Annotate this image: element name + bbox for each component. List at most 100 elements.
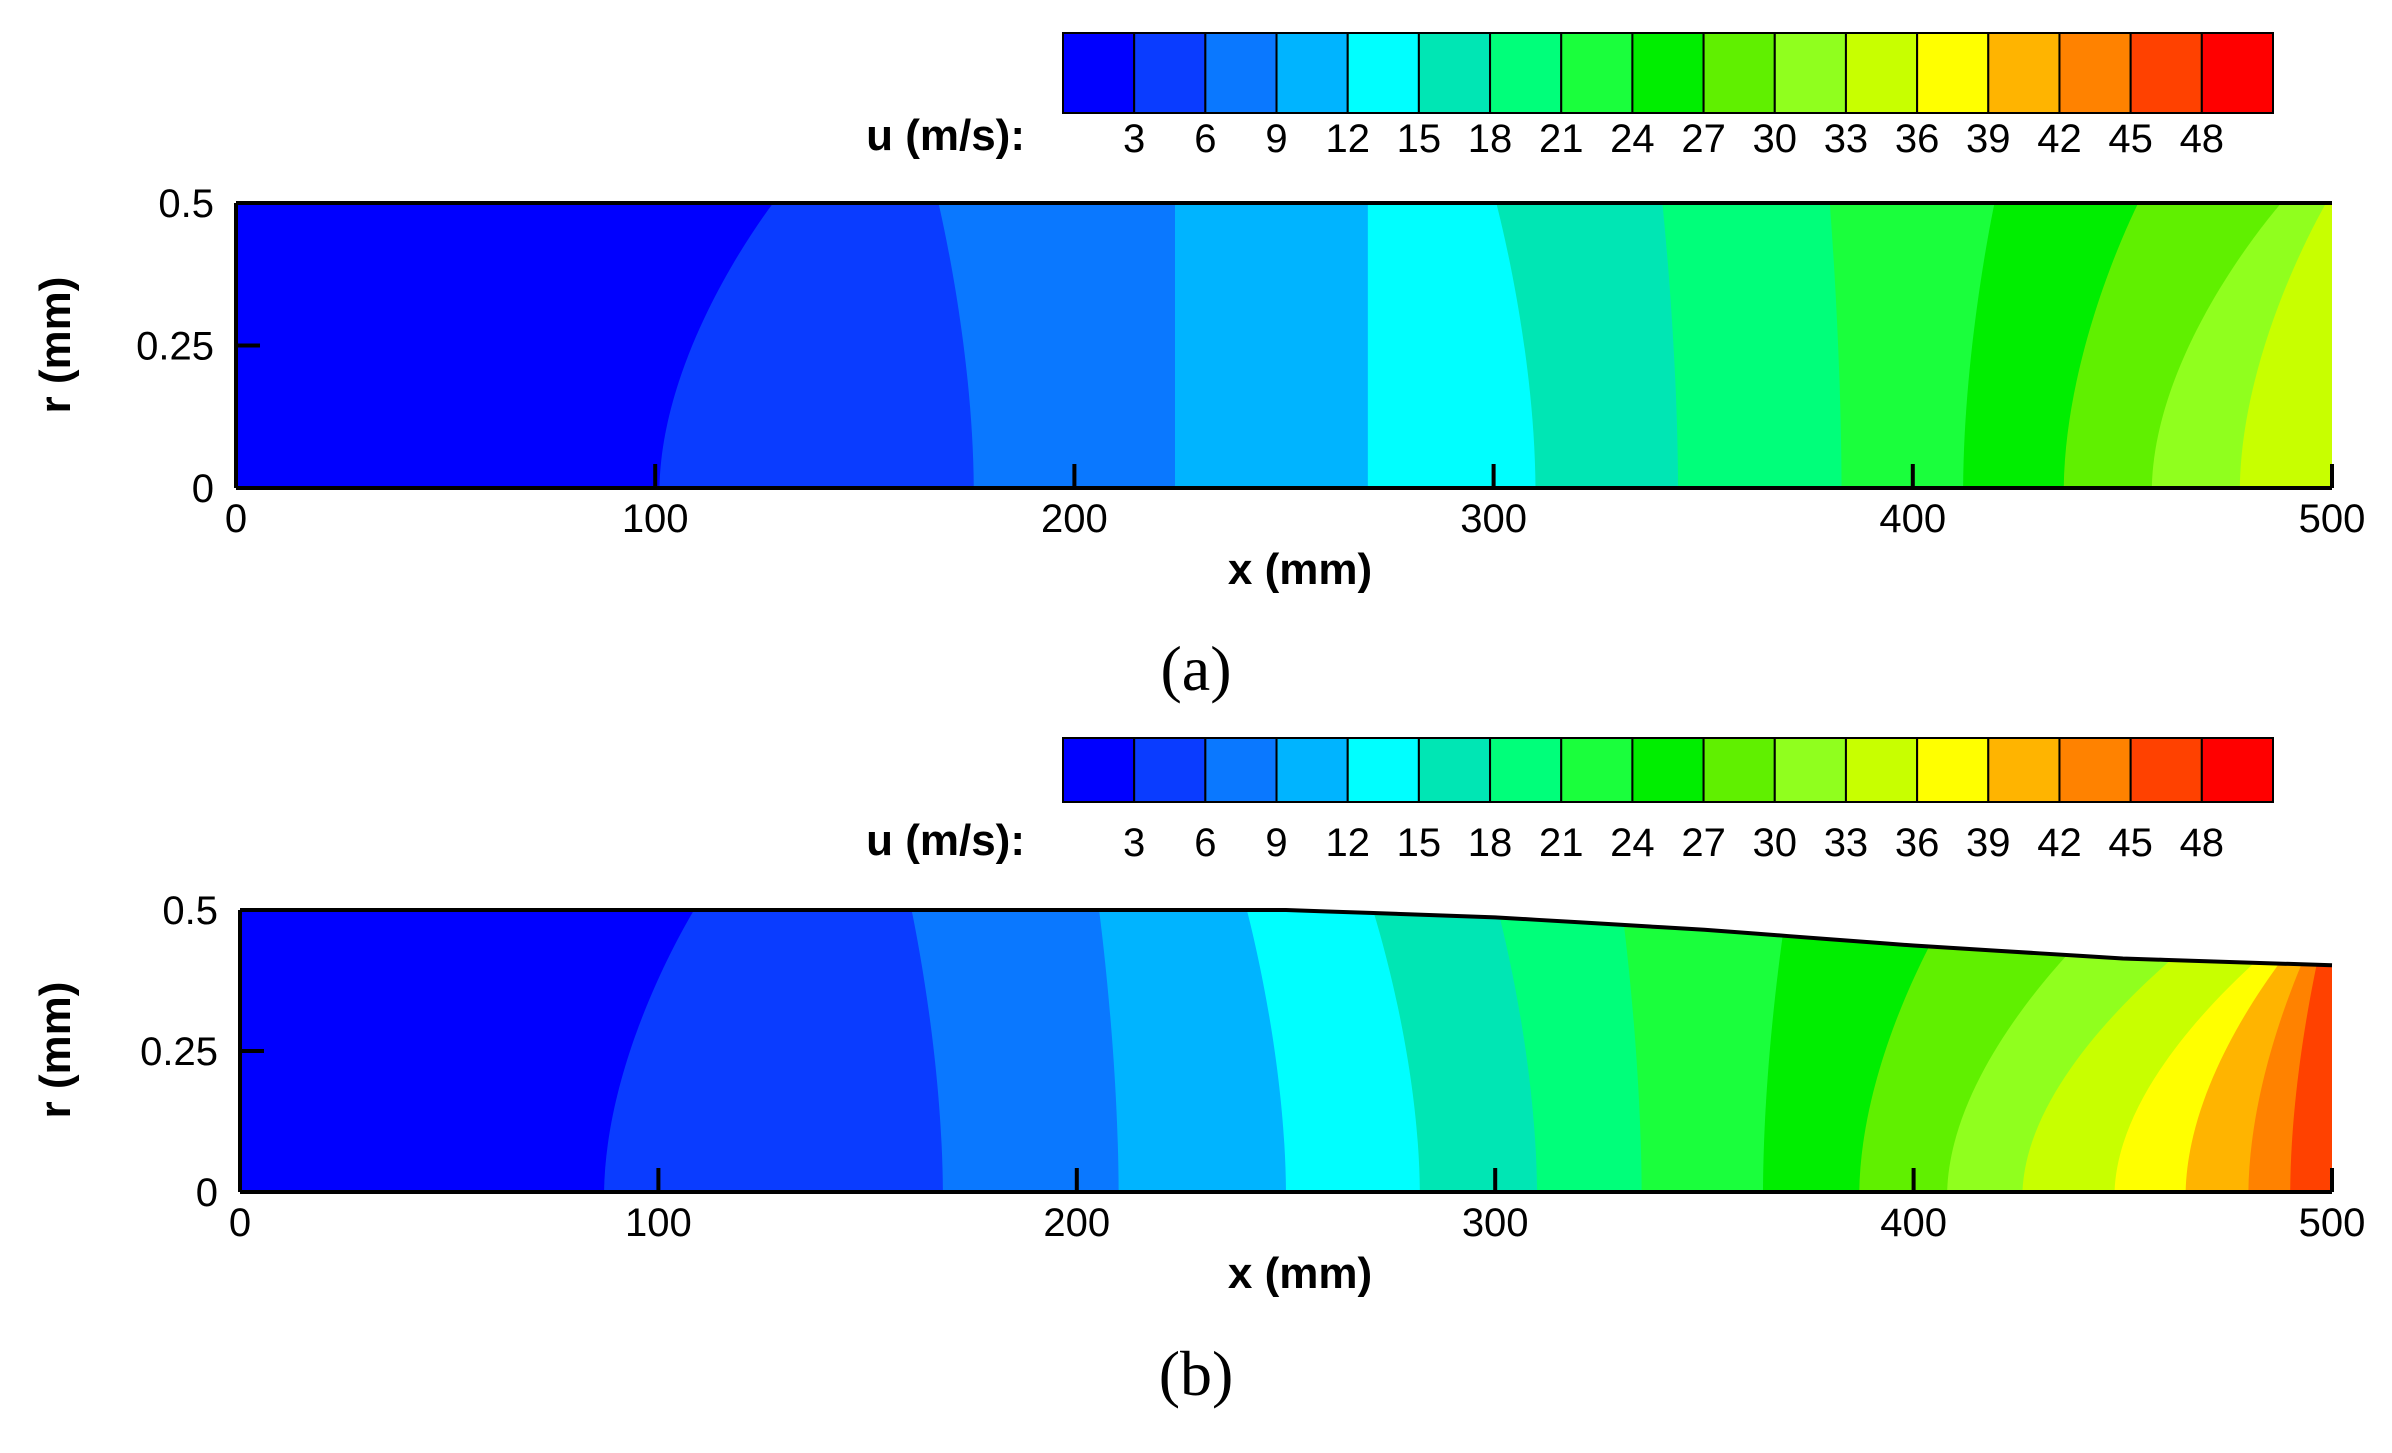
colorbar-swatch — [1987, 737, 2061, 803]
colorbar-tick-label: 6 — [1194, 117, 1216, 161]
panel-label-b: (b) — [1159, 1338, 1234, 1409]
colorbar-swatch — [1560, 737, 1634, 803]
colorbar-swatch — [1916, 737, 1990, 803]
colorbar-tick-label: 27 — [1681, 117, 1726, 161]
colorbar-tick-label: 36 — [1895, 117, 1940, 161]
x-tick-label: 500 — [2299, 497, 2366, 541]
x-tick-label: 200 — [1043, 1201, 1110, 1245]
colorbar-swatch — [1275, 32, 1349, 114]
colorbar-swatch — [1702, 32, 1776, 114]
colorbar-swatch — [1560, 32, 1634, 114]
colorbar-tick-label: 3 — [1123, 821, 1145, 865]
x-axis-label-b: x (mm) — [1228, 1249, 1372, 1298]
contour-plot-b: 0 100 200 300 400 500 0 0.25 0.5 — [140, 889, 2365, 1245]
colorbar-swatch — [1844, 32, 1919, 114]
colorbar-swatch — [1489, 737, 1563, 803]
x-tick-label: 300 — [1460, 497, 1527, 541]
y-tick-label: 0.25 — [136, 325, 214, 369]
colorbar-swatch — [2129, 737, 2203, 803]
contour-band — [2290, 910, 2332, 1192]
colorbar-b: 3 6 9 12 15 18 21 24 27 30 33 36 39 42 45 48 — [1062, 737, 2274, 865]
colorbar-tick-label: 21 — [1539, 117, 1584, 161]
x-tick-label: 100 — [622, 497, 689, 541]
y-tick-label: 0.25 — [140, 1030, 218, 1074]
colorbar-swatch — [1987, 32, 2061, 114]
x-tick-label: 400 — [1879, 497, 1946, 541]
colorbar-tick-label: 33 — [1824, 821, 1869, 865]
wall-profile-line — [240, 908, 2333, 968]
colorbar-swatch — [1844, 737, 1919, 803]
x-axis-label-a: x (mm) — [1228, 545, 1372, 594]
colorbar-tick-label: 30 — [1753, 117, 1798, 161]
x-tick-label: 0 — [229, 1201, 251, 1245]
panel-b: 3 6 9 12 15 18 21 24 27 30 33 36 39 42 45 48 u (m/s): 0… — [31, 737, 2365, 1409]
colorbar-swatch — [1773, 737, 1847, 803]
colorbar-swatch — [1275, 737, 1349, 803]
colorbar-swatch — [1916, 32, 1990, 114]
colorbar-tick-label: 6 — [1194, 821, 1216, 865]
colorbar-tick-label: 36 — [1895, 821, 1940, 865]
colorbar-tick-label: 42 — [2037, 117, 2082, 161]
colorbar-swatch — [1631, 32, 1705, 114]
colorbar-label-b: u (m/s): — [866, 816, 1025, 865]
colorbar-swatch — [1417, 737, 1492, 803]
colorbar-tick-label: 27 — [1681, 821, 1726, 865]
colorbar-swatch — [1204, 737, 1278, 803]
y-axis-label-a: r (mm) — [31, 277, 80, 414]
colorbar-tick-label: 30 — [1753, 821, 1798, 865]
x-tick-label: 500 — [2299, 1201, 2366, 1245]
colorbar-tick-label: 9 — [1265, 117, 1287, 161]
colorbar-tick-label: 15 — [1397, 821, 1442, 865]
colorbar-swatch — [2058, 737, 2132, 803]
colorbar-tick-label: 45 — [2108, 821, 2153, 865]
colorbar-swatch — [1489, 32, 1563, 114]
x-tick-label: 100 — [625, 1201, 692, 1245]
colorbar-tick-label: 24 — [1610, 117, 1655, 161]
colorbar-swatch — [1062, 737, 1136, 803]
colorbar-swatch — [1773, 32, 1847, 114]
colorbar-swatch — [1204, 32, 1278, 114]
colorbar-label-a: u (m/s): — [866, 111, 1025, 160]
y-tick-label: 0 — [192, 467, 214, 511]
colorbar-tick-label: 18 — [1468, 821, 1513, 865]
colorbar-tick-label: 39 — [1966, 821, 2011, 865]
colorbar-tick-label: 21 — [1539, 821, 1584, 865]
colorbar-tick-label: 18 — [1468, 117, 1513, 161]
x-tick-label: 200 — [1041, 497, 1108, 541]
colorbar-tick-label: 45 — [2108, 117, 2153, 161]
colorbar-swatch — [2200, 737, 2274, 803]
colorbar-swatch — [1062, 32, 1136, 114]
y-axis-label-b: r (mm) — [31, 982, 80, 1119]
y-tick-label: 0.5 — [162, 889, 218, 933]
colorbar-swatch — [2129, 32, 2203, 114]
x-tick-label: 400 — [1880, 1201, 1947, 1245]
contour-plot-a: 0 100 200 300 400 500 0 0.25 0.5 — [136, 182, 2365, 541]
x-tick-label: 300 — [1462, 1201, 1529, 1245]
colorbar-tick-label: 24 — [1610, 821, 1655, 865]
colorbar-swatch — [1702, 737, 1776, 803]
colorbar-swatch — [1417, 32, 1492, 114]
panel-label-a: (a) — [1160, 633, 1231, 704]
colorbar-tick-label: 15 — [1397, 117, 1442, 161]
colorbar-tick-label: 12 — [1325, 821, 1370, 865]
x-tick-label: 0 — [225, 497, 247, 541]
colorbar-tick-label: 42 — [2037, 821, 2082, 865]
colorbar-swatch — [1346, 737, 1420, 803]
colorbar-swatch — [2200, 32, 2274, 114]
contour-band — [2239, 203, 2332, 488]
y-tick-label: 0.5 — [158, 182, 214, 226]
colorbar-swatch — [1346, 32, 1420, 114]
colorbar-swatch — [2058, 32, 2132, 114]
colorbar-tick-label: 9 — [1265, 821, 1287, 865]
colorbar-tick-label: 39 — [1966, 117, 2011, 161]
colorbar-tick-label: 48 — [2180, 117, 2225, 161]
colorbar-swatch — [1133, 737, 1207, 803]
y-tick-label: 0 — [196, 1171, 218, 1215]
colorbar-tick-label: 33 — [1824, 117, 1869, 161]
colorbar-swatch — [1631, 737, 1705, 803]
panel-a: 3 6 9 12 15 18 21 24 27 30 33 36 39 42 45 48 u (m/s): 0… — [31, 32, 2365, 704]
colorbar-tick-label: 3 — [1123, 117, 1145, 161]
colorbar-swatch — [1133, 32, 1207, 114]
colorbar-a: 3 6 9 12 15 18 21 24 27 30 33 36 39 42 45 48 — [1062, 32, 2274, 161]
